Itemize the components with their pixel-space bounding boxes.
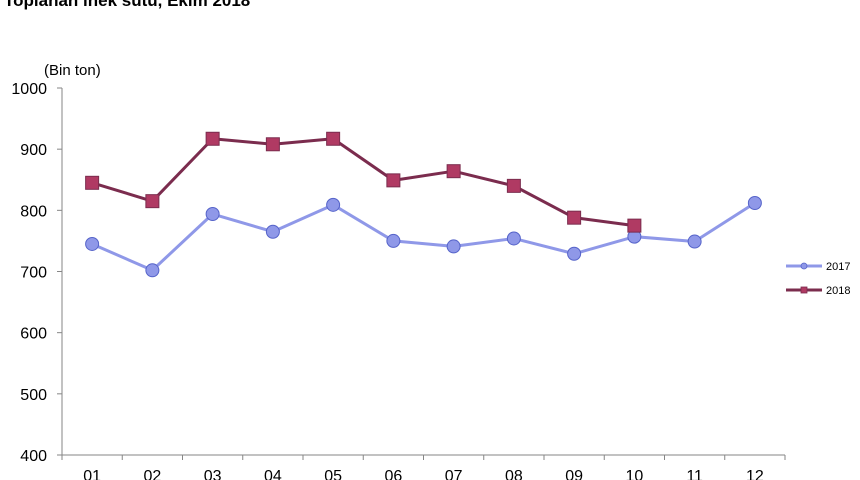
y-tick-label: 800 <box>20 203 47 220</box>
x-tick-label: 09 <box>565 468 583 480</box>
x-tick-label: 12 <box>746 468 764 480</box>
x-tick-label: 11 <box>686 468 703 480</box>
series-line-2018 <box>91 137 635 228</box>
data-point-2017 <box>386 233 401 248</box>
chart-title: Toplanan inek sütü, Ekim 2018 <box>4 0 251 10</box>
x-tick-label: 02 <box>143 468 161 480</box>
data-point-2017 <box>687 234 702 249</box>
y-tick-label: 700 <box>20 265 47 282</box>
legend-label-2017: 2017 <box>826 261 850 273</box>
data-point-2018 <box>145 194 160 209</box>
y-axis-unit-label: (Bin ton) <box>44 62 101 79</box>
x-tick-label: 10 <box>625 468 643 480</box>
data-point-2018 <box>567 210 582 225</box>
data-point-2017 <box>506 231 521 246</box>
data-point-2017 <box>265 224 280 239</box>
data-point-2017 <box>567 246 582 261</box>
legend-marker-2017 <box>800 262 808 270</box>
data-point-2017 <box>145 263 160 278</box>
data-point-2017 <box>205 207 220 222</box>
data-point-2018 <box>446 164 461 179</box>
x-tick-label: 06 <box>384 468 402 480</box>
x-tick-label: 03 <box>204 468 222 480</box>
data-point-2018 <box>205 131 220 146</box>
y-tick-label: 400 <box>20 448 47 465</box>
y-tick-label: 500 <box>20 387 47 404</box>
data-point-2018 <box>265 137 280 152</box>
data-point-2017 <box>747 195 762 210</box>
data-point-2018 <box>326 131 341 146</box>
data-point-2018 <box>627 218 642 233</box>
y-tick-label: 600 <box>20 326 47 343</box>
data-point-2017 <box>85 236 100 251</box>
series-line-2017 <box>91 201 756 272</box>
data-point-2018 <box>506 178 521 193</box>
y-tick-label: 1000 <box>11 81 47 98</box>
data-point-2017 <box>326 197 341 212</box>
x-tick-label: 05 <box>324 468 342 480</box>
x-tick-label: 07 <box>445 468 463 480</box>
data-point-2018 <box>85 175 100 190</box>
y-tick-label: 900 <box>20 142 47 159</box>
data-point-2017 <box>446 239 461 254</box>
legend-label-2018: 2018 <box>826 285 850 297</box>
legend-marker-2018 <box>800 286 808 294</box>
x-tick-label: 08 <box>505 468 523 480</box>
x-tick-label: 01 <box>83 468 101 480</box>
x-tick-label: 04 <box>264 468 282 480</box>
data-point-2018 <box>386 173 401 188</box>
